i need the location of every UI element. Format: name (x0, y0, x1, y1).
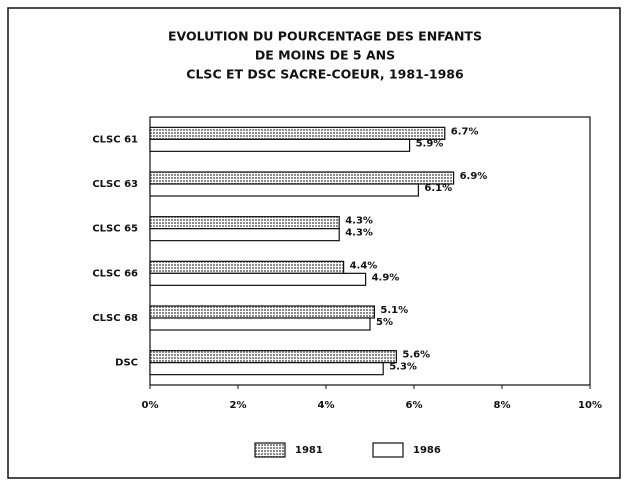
bar (149, 362, 384, 376)
plot-area (149, 116, 591, 386)
chart-title: DE MOINS DE 5 ANS (255, 48, 395, 63)
data-label: 6.9% (460, 171, 488, 182)
data-label: 5.9% (416, 138, 444, 149)
bar (149, 228, 340, 242)
legend-label: 1986 (413, 445, 441, 456)
bar (149, 305, 375, 319)
bar (149, 260, 345, 274)
bar (149, 317, 371, 331)
y-tick-label: CLSC 63 (92, 179, 138, 190)
x-tick-label: 0% (142, 400, 159, 411)
frame (7, 7, 621, 479)
y-tick-label: CLSC 68 (92, 313, 138, 324)
legend-label: 1981 (295, 445, 323, 456)
data-label: 4.9% (372, 272, 400, 283)
x-tick-label: 4% (318, 400, 335, 411)
data-label: 5.1% (380, 305, 408, 316)
chart-title: EVOLUTION DU POURCENTAGE DES ENFANTS (168, 29, 482, 44)
bar (149, 183, 419, 197)
y-tick-label: DSC (115, 358, 138, 369)
x-tick-label: 2% (230, 400, 247, 411)
bar (149, 272, 367, 286)
chart-title: CLSC ET DSC SACRE-COEUR, 1981-1986 (186, 67, 464, 82)
x-tick-label: 8% (494, 400, 511, 411)
x-tick-label: 10% (578, 400, 602, 411)
bar (149, 126, 446, 140)
legend-swatch (254, 442, 286, 458)
bar (149, 216, 340, 230)
legend-swatch (372, 442, 404, 458)
y-tick-label: CLSC 65 (92, 224, 138, 235)
data-label: 5.6% (402, 350, 430, 361)
x-tick-label: 6% (406, 400, 423, 411)
data-label: 5% (376, 317, 393, 328)
bar (149, 350, 397, 364)
data-label: 4.3% (345, 216, 373, 227)
data-label: 4.3% (345, 228, 373, 239)
data-label: 5.3% (389, 362, 417, 373)
bar (149, 138, 411, 152)
y-tick-label: CLSC 61 (92, 134, 138, 145)
data-label: 6.1% (424, 183, 452, 194)
bar (149, 171, 455, 185)
y-tick-label: CLSC 66 (92, 268, 138, 279)
data-label: 6.7% (451, 126, 479, 137)
data-label: 4.4% (350, 260, 378, 271)
